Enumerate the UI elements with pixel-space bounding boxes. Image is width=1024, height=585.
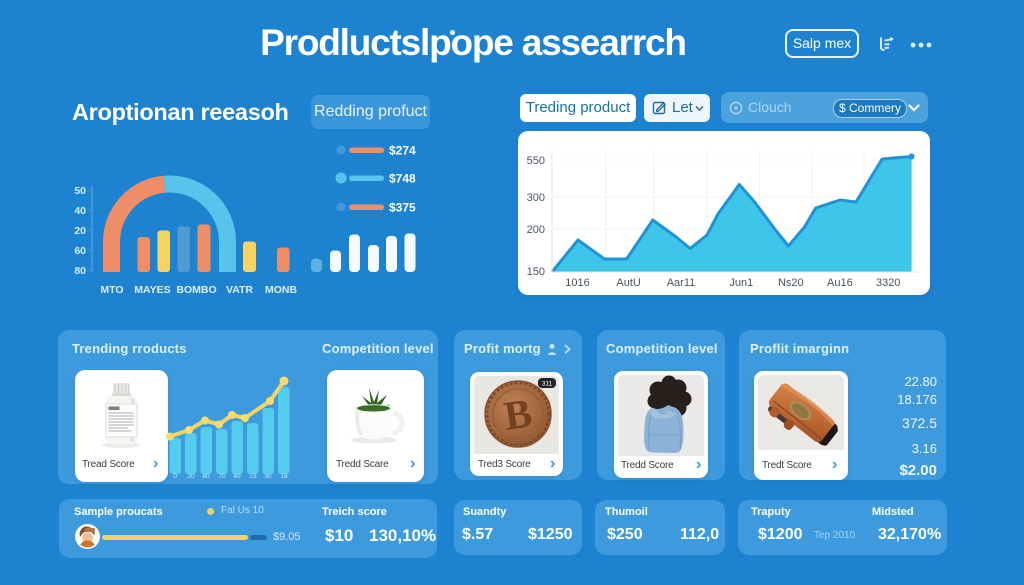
- svg-text:0: 0: [173, 473, 177, 480]
- svg-text:MTO: MTO: [100, 284, 123, 296]
- svg-text:40: 40: [74, 205, 86, 217]
- svg-text:MAYES: MAYES: [134, 284, 170, 296]
- svg-text:20: 20: [74, 225, 86, 237]
- svg-text:AutU: AutU: [616, 277, 641, 289]
- svg-text:1016: 1016: [565, 277, 589, 289]
- svg-text:550: 550: [527, 155, 545, 167]
- svg-text:Aar11: Aar11: [667, 277, 696, 289]
- svg-text:300: 300: [527, 192, 545, 204]
- svg-text:60: 60: [74, 245, 86, 257]
- svg-text:$375: $375: [389, 201, 416, 215]
- svg-text:$748: $748: [389, 172, 416, 186]
- svg-text:40: 40: [233, 473, 241, 480]
- svg-text:80: 80: [202, 473, 210, 480]
- svg-text:Ns20: Ns20: [778, 277, 804, 289]
- svg-text:50: 50: [74, 185, 86, 197]
- svg-text:MONB: MONB: [265, 284, 297, 296]
- svg-text:18: 18: [280, 473, 288, 480]
- svg-text:3320: 3320: [876, 277, 900, 289]
- svg-text:200: 200: [527, 224, 545, 236]
- svg-text:$274: $274: [389, 144, 416, 158]
- svg-text:Au16: Au16: [827, 277, 853, 289]
- svg-text:20: 20: [187, 473, 195, 480]
- svg-text:70: 70: [218, 473, 226, 480]
- svg-text:311: 311: [541, 381, 552, 388]
- svg-text:Jun1: Jun1: [729, 277, 753, 289]
- svg-text:23: 23: [249, 473, 257, 480]
- svg-text:80: 80: [74, 265, 86, 277]
- svg-text:150: 150: [527, 266, 545, 278]
- svg-text:30: 30: [264, 473, 272, 480]
- svg-text:VATR: VATR: [226, 284, 253, 296]
- svg-text:BOMBO: BOMBO: [176, 284, 216, 296]
